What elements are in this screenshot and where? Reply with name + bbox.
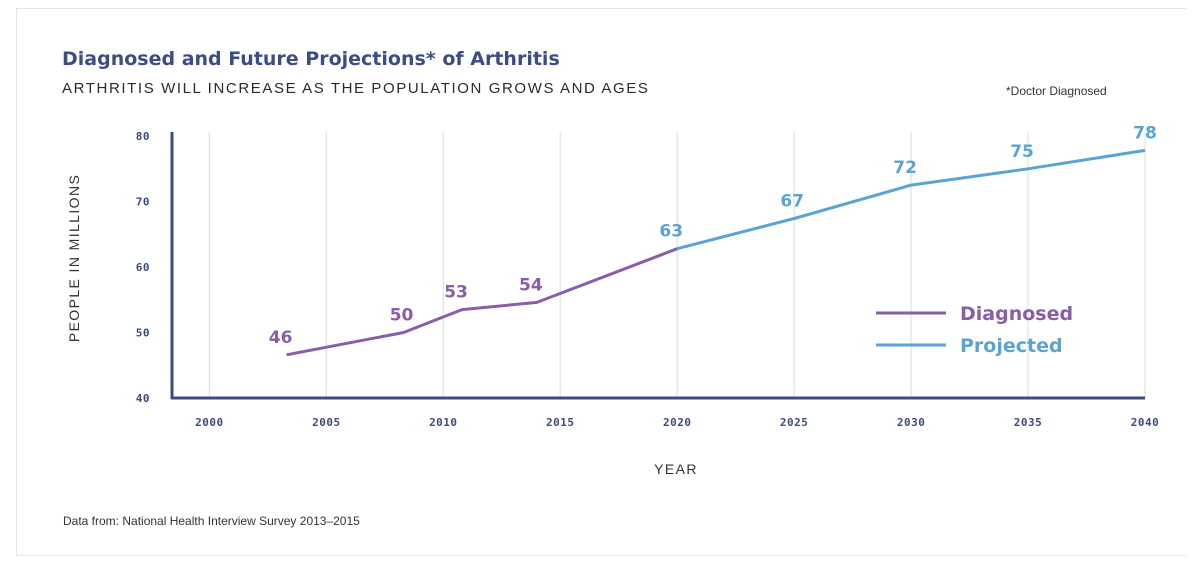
legend: Diagnosed Projected (876, 303, 1073, 357)
data-source: Data from: National Health Interview Sur… (63, 514, 360, 528)
data-label-diagnosed-2008.3: 50 (390, 306, 414, 326)
series-line-projected (676, 148, 1146, 251)
x-tick-2000: 2000 (195, 416, 224, 429)
x-tick-2010: 2010 (429, 416, 458, 429)
data-label-projected-2030: 72 (893, 158, 917, 178)
chart-title: Diagnosed and Future Projections* of Art… (62, 48, 560, 70)
y-tick-80: 80 (136, 130, 150, 143)
data-label-diagnosed-2003.3: 46 (269, 328, 293, 348)
x-axis-label: YEAR (654, 461, 698, 477)
data-label-diagnosed-2014: 54 (519, 275, 543, 295)
x-tick-2030: 2030 (897, 416, 926, 429)
y-tick-50: 50 (136, 327, 150, 340)
data-label-projected-2025: 67 (780, 192, 804, 212)
data-label-projected-2020: 63 (659, 222, 683, 242)
series-line-diagnosed (286, 247, 678, 357)
series-lines (286, 148, 1146, 357)
footnote: *Doctor Diagnosed (1006, 84, 1107, 98)
grid-lines (208, 132, 1146, 398)
data-label-projected-2035: 75 (1010, 142, 1034, 162)
x-tick-2015: 2015 (546, 416, 575, 429)
x-tick-2025: 2025 (780, 416, 809, 429)
x-tick-2005: 2005 (312, 416, 341, 429)
data-label-projected-2040: 78 (1133, 123, 1157, 143)
y-axis-label: PEOPLE IN MILLIONS (66, 174, 82, 342)
legend-label-projected: Projected (960, 335, 1063, 357)
chart-card (16, 8, 1186, 556)
x-tick-2020: 2020 (663, 416, 692, 429)
legend-label-diagnosed: Diagnosed (960, 303, 1073, 325)
x-tick-2035: 2035 (1014, 416, 1043, 429)
y-tick-40: 40 (136, 392, 150, 405)
x-tick-2040: 2040 (1131, 416, 1160, 429)
axes (170, 132, 1145, 400)
y-tick-labels: 40 50 60 70 80 (136, 130, 150, 405)
data-label-diagnosed-2010.8: 53 (444, 283, 468, 303)
x-tick-labels: 2000 2005 2010 2015 2020 2025 2030 2035 2040 (195, 416, 1159, 429)
data-labels: 46 50 53 54 63 67 72 75 78 (269, 123, 1157, 347)
y-tick-70: 70 (136, 196, 150, 209)
chart-subtitle: ARTHRITIS WILL INCREASE AS THE POPULATIO… (62, 80, 650, 97)
y-tick-60: 60 (136, 261, 150, 274)
